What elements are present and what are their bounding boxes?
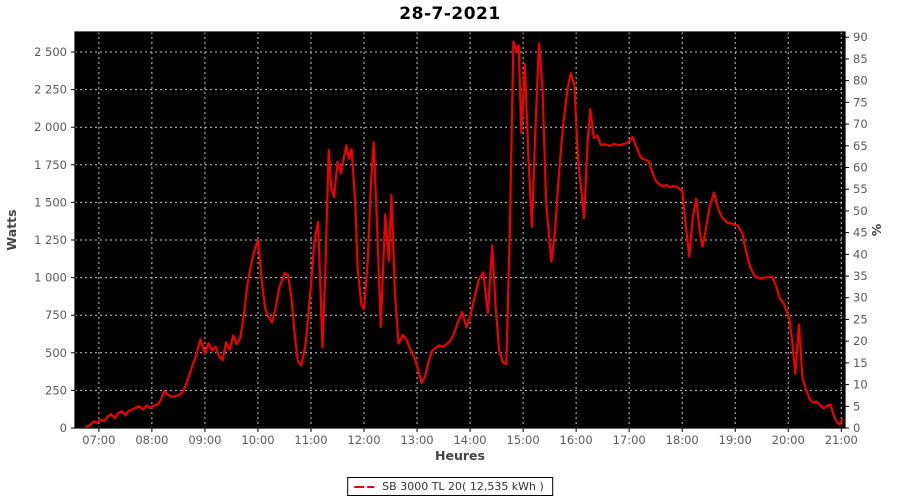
left-axis-tick-label: 750 (45, 308, 67, 322)
bottom-axis-tick-label: 19:00 (719, 433, 752, 447)
bottom-axis-tick-label: 18:00 (666, 433, 699, 447)
chart-title: 28-7-2021 (399, 4, 501, 24)
legend-line-marker (354, 485, 379, 488)
right-axis-tick-label: 90 (853, 30, 868, 44)
right-axis-tick-label: 55 (853, 182, 868, 196)
left-axis-tick-label: 250 (45, 383, 67, 397)
plot-border (74, 31, 846, 429)
bottom-axis-tick-label: 16:00 (560, 433, 593, 447)
right-axis-tick-label: 80 (853, 74, 868, 88)
bottom-axis-tick-label: 20:00 (772, 433, 805, 447)
right-axis-tick-label: 10 (853, 378, 868, 392)
bottom-axis-tick-label: 09:00 (188, 433, 221, 447)
bottom-axis-tick-label: 10:00 (241, 433, 274, 447)
left-axis-tick-label: 500 (45, 346, 67, 360)
power-series-line (84, 40, 844, 429)
bottom-axis-tick-label: 07:00 (82, 433, 115, 447)
bottom-axis-tick-label: 12:00 (347, 433, 380, 447)
left-axis-tick-label: 2 250 (34, 83, 67, 97)
right-axis-tick-label: 85 (853, 52, 868, 66)
right-axis-tick-label: 70 (853, 117, 868, 131)
right-axis-tick-label: 50 (853, 204, 868, 218)
bottom-axis-tick-label: 11:00 (294, 433, 327, 447)
left-axis-tick-label: 1 750 (34, 158, 67, 172)
left-axis-tick-label: 0 (60, 421, 67, 435)
bottom-axis-tick-label: 15:00 (507, 433, 540, 447)
bottom-axis-tick-label: 08:00 (135, 433, 168, 447)
left-axis-tick-label: 1 500 (34, 195, 67, 209)
right-axis-tick-label: 75 (853, 95, 868, 109)
y-axis-right-title: % (869, 223, 884, 236)
right-axis-tick-label: 60 (853, 160, 868, 174)
bottom-axis-tick-label: 14:00 (453, 433, 486, 447)
x-axis-title: Heures (435, 448, 485, 463)
right-axis-tick-label: 25 (853, 312, 868, 326)
bottom-axis-tick-label: 17:00 (613, 433, 646, 447)
left-axis-tick-label: 1 000 (34, 271, 67, 285)
bottom-axis-tick-label: 21:00 (825, 433, 858, 447)
left-axis-tick-label: 2 000 (34, 120, 67, 134)
legend-label: SB 3000 TL 20( 12,535 kWh ) (382, 480, 544, 493)
right-axis-tick-label: 20 (853, 334, 868, 348)
legend: SB 3000 TL 20( 12,535 kWh ) (347, 477, 553, 496)
right-axis-tick-label: 0 (853, 421, 860, 435)
left-axis-tick-label: 1 250 (34, 233, 67, 247)
bottom-axis-tick-label: 13:00 (400, 433, 433, 447)
right-axis-tick-label: 5 (853, 399, 860, 413)
right-axis-tick-label: 45 (853, 226, 868, 240)
y-axis-left-title: Watts (4, 209, 19, 250)
right-axis-tick-label: 40 (853, 247, 868, 261)
right-axis-tick-label: 35 (853, 269, 868, 283)
plot-background (75, 32, 845, 428)
right-axis-tick-label: 30 (853, 291, 868, 305)
right-axis-tick-label: 65 (853, 139, 868, 153)
right-axis-tick-label: 15 (853, 356, 868, 370)
left-axis-tick-label: 2 500 (34, 45, 67, 59)
